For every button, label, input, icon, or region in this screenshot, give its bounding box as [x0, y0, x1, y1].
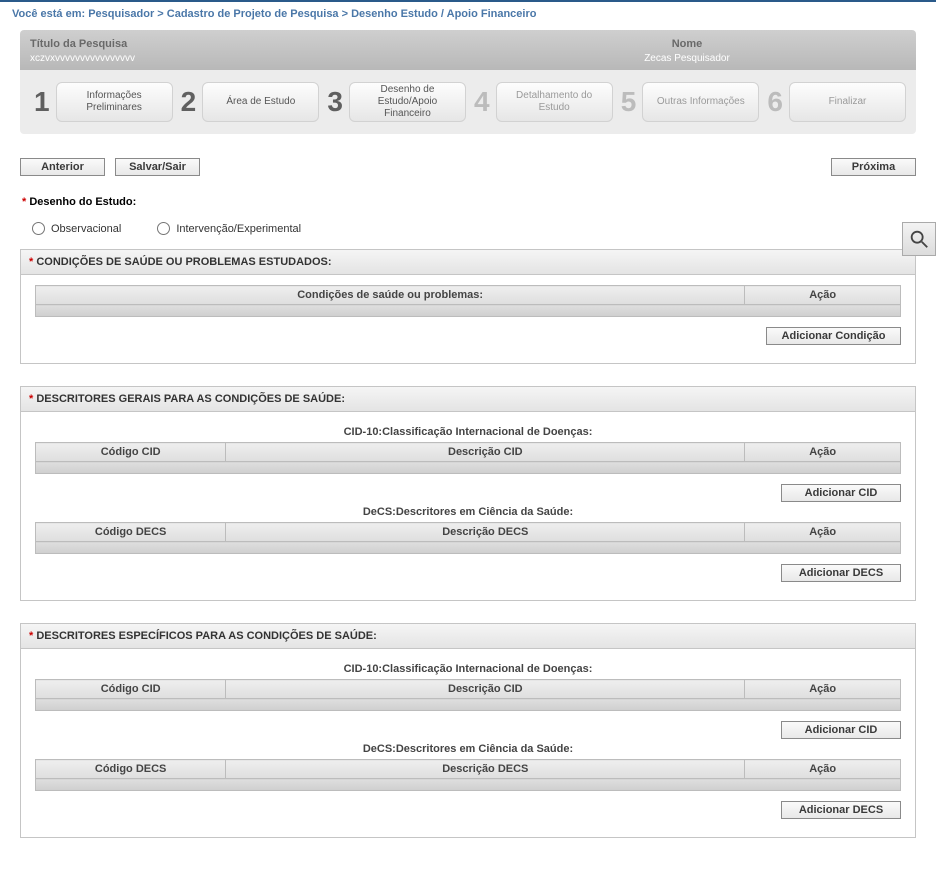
cid-caption: CID-10:Classificação Internacional de Do… — [35, 663, 901, 675]
panel-descritores-especificos: * DESCRITORES ESPECÍFICOS PARA AS CONDIÇ… — [20, 623, 916, 838]
proxima-button[interactable]: Próxima — [831, 158, 916, 176]
nome-label: Nome — [468, 38, 906, 50]
adicionar-decs-button[interactable]: Adicionar DECS — [781, 801, 901, 819]
th-descricao-decs: Descrição DECS — [226, 523, 745, 542]
step-label: Área de Estudo — [202, 82, 319, 122]
step-1[interactable]: 1 Informações Preliminares — [30, 82, 173, 122]
th-descricao-decs: Descrição DECS — [226, 760, 745, 779]
step-label: Desenho de Estudo/Apoio Financeiro — [349, 82, 466, 122]
step-num: 5 — [617, 86, 643, 118]
magnify-tab[interactable] — [902, 222, 936, 256]
cid-caption: CID-10:Classificação Internacional de Do… — [35, 426, 901, 438]
step-num: 3 — [323, 86, 349, 118]
scrollbar-track[interactable] — [36, 779, 901, 791]
observacional-radio[interactable] — [32, 222, 45, 235]
observacional-option[interactable]: Observacional — [32, 222, 121, 235]
adicionar-decs-button[interactable]: Adicionar DECS — [781, 564, 901, 582]
th-acao: Ação — [745, 680, 901, 699]
decs-caption: DeCS:Descritores em Ciência da Saúde: — [35, 506, 901, 518]
step-num: 4 — [470, 86, 496, 118]
intervencao-label: Intervenção/Experimental — [176, 223, 301, 235]
wizard-steps: 1 Informações Preliminares 2 Área de Est… — [20, 70, 916, 134]
th-descricao-cid: Descrição CID — [226, 443, 745, 462]
scrollbar-track[interactable] — [36, 305, 901, 317]
step-label: Outras Informações — [642, 82, 759, 122]
anterior-button[interactable]: Anterior — [20, 158, 105, 176]
adicionar-cid-button[interactable]: Adicionar CID — [781, 484, 901, 502]
scrollbar-track[interactable] — [36, 462, 901, 474]
decs-caption: DeCS:Descritores em Ciência da Saúde: — [35, 743, 901, 755]
breadcrumb: Você está em: Pesquisador > Cadastro de … — [0, 2, 936, 30]
step-label: Informações Preliminares — [56, 82, 173, 122]
decs-table-gerais: Código DECS Descrição DECS Ação — [35, 522, 901, 554]
scrollbar-track[interactable] — [36, 542, 901, 554]
th-codigo-cid: Código CID — [36, 443, 226, 462]
th-acao: Ação — [745, 760, 901, 779]
step-6[interactable]: 6 Finalizar — [763, 82, 906, 122]
th-acao: Ação — [745, 286, 901, 305]
step-num: 6 — [763, 86, 789, 118]
step-num: 1 — [30, 86, 56, 118]
th-codigo-decs: Código DECS — [36, 523, 226, 542]
decs-table-especificos: Código DECS Descrição DECS Ação — [35, 759, 901, 791]
intervencao-option[interactable]: Intervenção/Experimental — [157, 222, 301, 235]
th-descricao-cid: Descrição CID — [226, 680, 745, 699]
observacional-label: Observacional — [51, 223, 121, 235]
panel-title: CONDIÇÕES DE SAÚDE OU PROBLEMAS ESTUDADO… — [36, 256, 331, 268]
step-num: 2 — [177, 86, 203, 118]
panel-descritores-gerais: * DESCRITORES GERAIS PARA AS CONDIÇÕES D… — [20, 386, 916, 601]
adicionar-cid-button[interactable]: Adicionar CID — [781, 721, 901, 739]
th-acao: Ação — [745, 523, 901, 542]
titulo-value: xczvxvvvvvvvvvvvvvvvv — [30, 53, 135, 64]
step-5[interactable]: 5 Outras Informações — [617, 82, 760, 122]
step-4[interactable]: 4 Detalhamento do Estudo — [470, 82, 613, 122]
scrollbar-track[interactable] — [36, 699, 901, 711]
magnify-icon — [908, 228, 930, 250]
step-label: Detalhamento do Estudo — [496, 82, 613, 122]
intervencao-radio[interactable] — [157, 222, 170, 235]
panel-title: DESCRITORES GERAIS PARA AS CONDIÇÕES DE … — [36, 393, 345, 405]
desenho-estudo-title: * Desenho do Estudo: — [22, 196, 916, 208]
th-acao: Ação — [745, 443, 901, 462]
th-condicoes: Condições de saúde ou problemas: — [36, 286, 745, 305]
cid-table-gerais: Código CID Descrição CID Ação — [35, 442, 901, 474]
step-2[interactable]: 2 Área de Estudo — [177, 82, 320, 122]
step-label: Finalizar — [789, 82, 906, 122]
salvar-sair-button[interactable]: Salvar/Sair — [115, 158, 200, 176]
th-codigo-decs: Código DECS — [36, 760, 226, 779]
adicionar-condicao-button[interactable]: Adicionar Condição — [766, 327, 901, 345]
condicoes-table: Condições de saúde ou problemas: Ação — [35, 285, 901, 317]
cid-table-especificos: Código CID Descrição CID Ação — [35, 679, 901, 711]
panel-title: DESCRITORES ESPECÍFICOS PARA AS CONDIÇÕE… — [36, 630, 376, 642]
nome-value: Zecas Pesquisador — [644, 53, 730, 64]
header-bar: Título da Pesquisa xczvxvvvvvvvvvvvvvvvv… — [20, 30, 916, 70]
titulo-label: Título da Pesquisa — [30, 38, 468, 50]
step-3[interactable]: 3 Desenho de Estudo/Apoio Financeiro — [323, 82, 466, 122]
panel-condicoes: * CONDIÇÕES DE SAÚDE OU PROBLEMAS ESTUDA… — [20, 249, 916, 364]
th-codigo-cid: Código CID — [36, 680, 226, 699]
